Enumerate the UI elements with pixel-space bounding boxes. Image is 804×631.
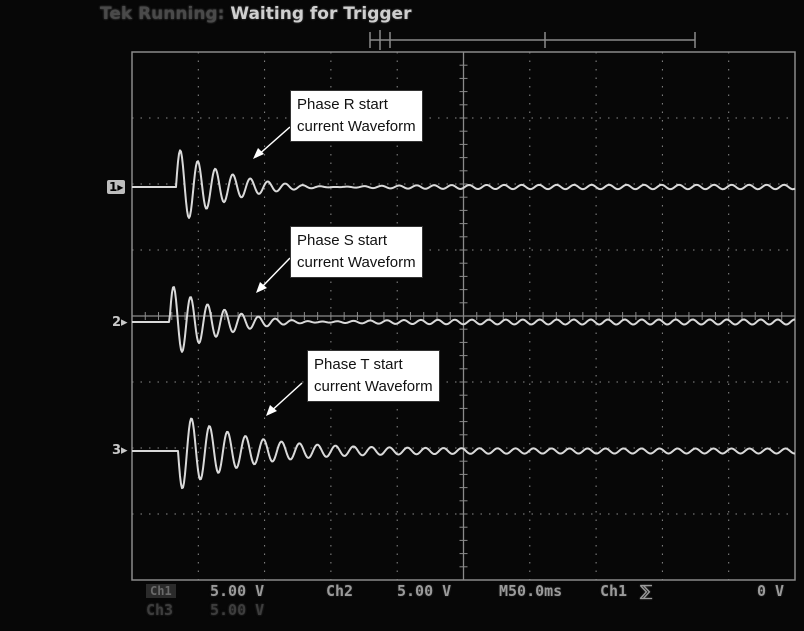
channel-1-marker-label: 1 <box>109 180 118 194</box>
channel-3-marker-label: 3 <box>112 443 122 458</box>
callout-phase-t-line2: current Waveform <box>314 378 433 395</box>
callout-arrowhead-t <box>266 405 277 416</box>
channel-2-ground-marker[interactable]: 2▸ <box>112 315 128 330</box>
channel-1-ground-marker[interactable]: 1▸ <box>107 180 126 194</box>
callout-arrows <box>253 126 303 416</box>
trigger-source-readout: Ch1 <box>600 582 628 600</box>
callout-phase-s: Phase S start current Waveform <box>290 226 423 278</box>
callout-phase-s-line2: current Waveform <box>297 254 416 271</box>
channel-3-ground-marker[interactable]: 3▸ <box>112 443 128 458</box>
trace-phase-s <box>132 286 796 353</box>
callout-phase-s-line1: Phase S start <box>297 232 388 249</box>
ch3-volts-per-div: 5.00 V <box>210 601 265 619</box>
trace-phase-r <box>132 149 796 219</box>
ch1-volts-per-div: 5.00 V <box>210 582 265 600</box>
ch1-readout-box: Ch1 <box>146 584 176 598</box>
callout-phase-t: Phase T start current Waveform <box>307 350 440 402</box>
waveform-traces <box>132 149 796 490</box>
ch2-volts-per-div: 5.00 V <box>397 582 452 600</box>
trigger-position-indicator <box>369 30 696 50</box>
trace-phase-t <box>132 417 795 490</box>
callout-phase-r: Phase R start current Waveform <box>290 90 423 142</box>
timebase-readout: M50.0ms <box>499 582 563 600</box>
callout-phase-r-line2: current Waveform <box>297 118 416 135</box>
trigger-level-readout: 0 V <box>757 582 785 600</box>
callout-arrowhead-r <box>253 148 264 159</box>
status-text: Waiting for Trigger <box>230 4 412 24</box>
trigger-slope-icon: ⅀ <box>640 582 653 600</box>
callout-phase-r-line1: Phase R start <box>297 96 388 113</box>
channel-2-marker-label: 2 <box>112 315 122 330</box>
acquisition-status: Tek Running: Waiting for Trigger <box>100 4 411 24</box>
ch3-readout-label: Ch3 <box>146 601 174 619</box>
callout-arrow-s <box>258 257 291 291</box>
callout-arrowhead-s <box>256 282 267 293</box>
callout-phase-t-line1: Phase T start <box>314 356 403 373</box>
callout-arrow-t <box>268 382 303 414</box>
ch2-readout-label: Ch2 <box>326 582 354 600</box>
status-prefix: Tek Running: <box>100 4 225 24</box>
